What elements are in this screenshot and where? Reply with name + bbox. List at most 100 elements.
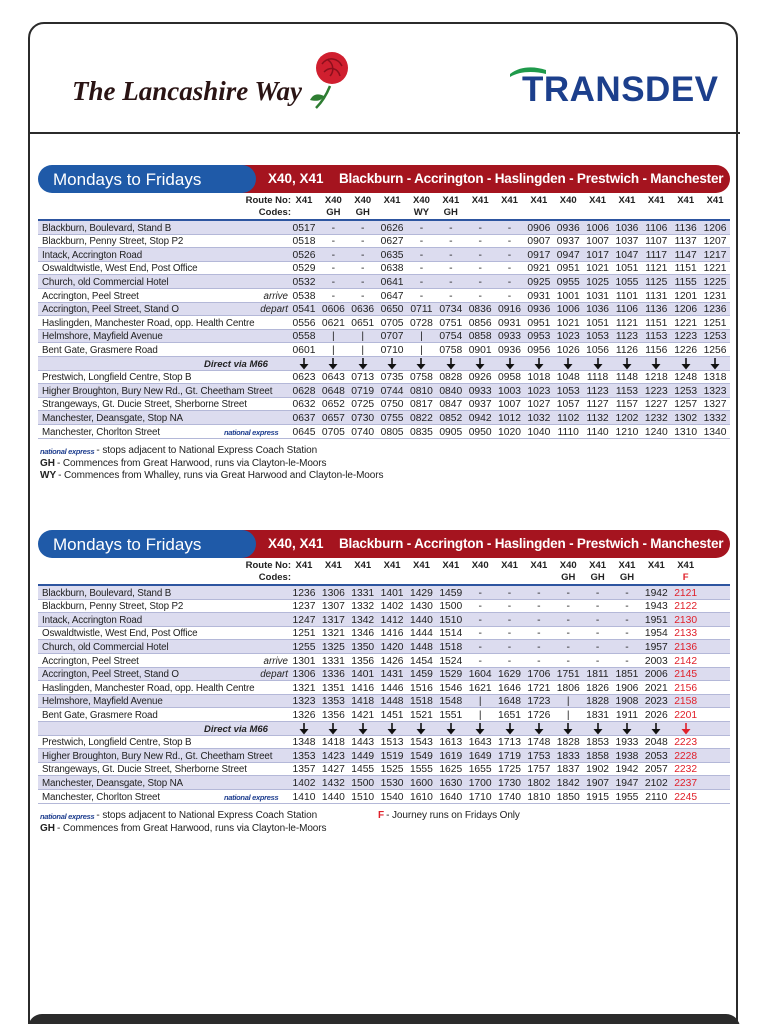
departure-time: - xyxy=(478,614,482,626)
departure-time: 0758 xyxy=(439,344,463,356)
departure-time: 2130 xyxy=(674,614,698,626)
departure-time: 1057 xyxy=(556,399,580,411)
departure-time: 0956 xyxy=(527,344,551,356)
departure-time: 0951 xyxy=(556,263,580,275)
departure-time: 0931 xyxy=(527,290,551,302)
departure-time: 1828 xyxy=(586,696,610,708)
departure-time: - xyxy=(595,641,600,653)
departure-time: 1431 xyxy=(380,669,404,681)
departure-time: 0529 xyxy=(292,263,316,275)
departure-time: - xyxy=(478,628,482,640)
departure-time: 1549 xyxy=(409,750,433,762)
departure-time: | xyxy=(478,709,482,721)
departure-time: 1137 xyxy=(674,236,697,248)
departure-time: 1221 xyxy=(674,317,698,329)
departure-time: 1027 xyxy=(527,399,551,411)
departure-time: 1001 xyxy=(556,290,580,302)
departure-time: 1621 xyxy=(468,682,492,694)
departure-time: 0632 xyxy=(292,399,316,411)
departure-time: 0740 xyxy=(351,426,375,438)
departure-time: 1327 xyxy=(703,399,727,411)
departure-time: 0626 xyxy=(380,222,404,234)
departure-time: 1530 xyxy=(380,777,404,789)
departure-time: 1136 xyxy=(645,304,668,316)
departure-time: 1236 xyxy=(703,304,727,316)
departure-time: 0711 xyxy=(410,304,433,316)
departure-time: 1023 xyxy=(556,331,580,343)
route-number: X41 xyxy=(442,560,460,571)
down-arrow xyxy=(299,357,309,369)
departure-time: 1332 xyxy=(351,601,375,613)
departure-time: - xyxy=(537,628,541,640)
departure-time: - xyxy=(566,655,570,667)
stop-name: Manchester, Chorlton Street xyxy=(42,426,160,438)
route-number: X41 xyxy=(647,195,665,206)
departure-time: | xyxy=(332,331,335,343)
departure-time: 0638 xyxy=(380,263,404,275)
departure-time: 1021 xyxy=(556,317,580,329)
stop-name: Prestwich, Longfield Centre, Stop B xyxy=(42,737,192,749)
departure-time: 1524 xyxy=(439,655,463,667)
departure-time: 1226 xyxy=(674,344,698,356)
departure-time: 0636 xyxy=(351,304,375,316)
departure-time: 1318 xyxy=(703,372,727,384)
departure-time: 0840 xyxy=(439,385,463,397)
departure-time: 2026 xyxy=(644,709,668,721)
departure-time: 1012 xyxy=(498,412,521,424)
departure-time: 1106 xyxy=(645,222,668,234)
departure-time: 1003 xyxy=(498,385,521,397)
departure-time: 0951 xyxy=(527,317,551,329)
departure-time: 1325 xyxy=(321,641,345,653)
stop-note: arrive xyxy=(263,655,289,667)
departure-time: 0958 xyxy=(498,372,521,384)
row-bg xyxy=(38,681,730,695)
departure-time: - xyxy=(331,276,336,288)
footnote-key: GH xyxy=(40,822,55,834)
footnote-text: - Commences from Great Harwood, runs via… xyxy=(57,457,327,469)
departure-time: 1101 xyxy=(615,290,639,302)
departure-time: - xyxy=(419,276,424,288)
departure-time: - xyxy=(507,290,512,302)
departure-time: 1811 xyxy=(586,669,609,681)
departure-time: 1301 xyxy=(292,655,316,667)
departure-time: 0858 xyxy=(468,331,492,343)
departure-time: 1017 xyxy=(586,249,610,261)
route-number: X41 xyxy=(501,195,518,206)
down-arrow xyxy=(358,722,368,734)
departure-time: 1247 xyxy=(292,614,316,626)
departure-time: - xyxy=(449,290,453,302)
departure-time: 1713 xyxy=(498,737,521,749)
departure-time: 1902 xyxy=(586,764,610,776)
departure-time: - xyxy=(507,641,512,653)
route-number: X41 xyxy=(295,195,313,206)
departure-time: 1331 xyxy=(351,587,375,599)
footnote-text: - Commences from Whalley, runs via Great… xyxy=(58,470,384,481)
departure-time: 0645 xyxy=(292,426,316,438)
stop-name: Manchester, Deansgate, Stop NA xyxy=(42,412,183,424)
departure-time: 0937 xyxy=(468,399,492,411)
departure-time: 1223 xyxy=(644,385,668,397)
departure-time: 1331 xyxy=(321,655,345,667)
stop-name: Bent Gate, Grasmere Road xyxy=(42,709,158,721)
departure-time: 1448 xyxy=(409,641,433,653)
departure-time: 1640 xyxy=(439,791,463,803)
departure-time: 0710 xyxy=(380,344,404,356)
departure-time: 1619 xyxy=(439,750,463,762)
route-number: X41 xyxy=(501,560,518,571)
route-number: X41 xyxy=(530,195,548,206)
departure-time: - xyxy=(478,236,482,248)
departure-time: - xyxy=(566,601,570,613)
departure-time: 1451 xyxy=(380,709,404,721)
departure-time: 1007 xyxy=(498,399,521,411)
departure-time: 1121 xyxy=(645,263,668,275)
departure-time: 1957 xyxy=(644,641,668,653)
departure-time: 1221 xyxy=(703,263,727,275)
departure-time: 1427 xyxy=(321,764,345,776)
days-label: Mondays to Fridays xyxy=(53,170,202,189)
route-code: F xyxy=(682,572,689,583)
row-bg xyxy=(38,613,730,627)
route-code: GH xyxy=(355,207,370,218)
direct-label: Direct via M66 xyxy=(204,723,268,735)
departure-time: 2122 xyxy=(674,601,698,613)
departure-time: - xyxy=(507,222,512,234)
